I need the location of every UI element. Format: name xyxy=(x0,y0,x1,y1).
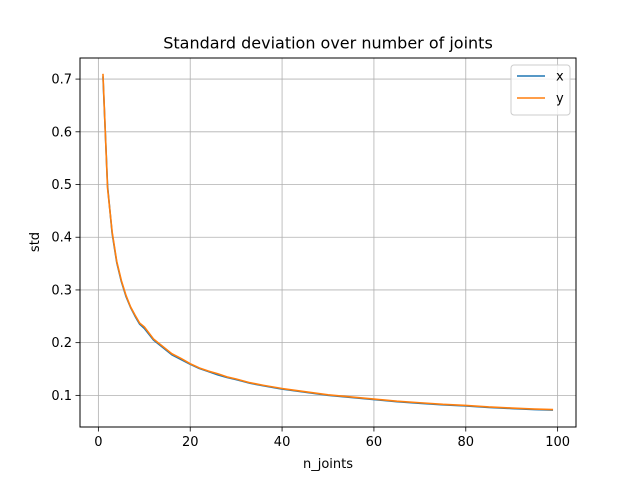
x-axis-label: n_joints xyxy=(303,457,353,472)
legend: xy xyxy=(510,64,571,116)
y-tick-label: 0.5 xyxy=(51,178,72,193)
y-tick-label: 0.7 xyxy=(51,73,72,88)
y-axis-label: std xyxy=(28,232,43,252)
y-tick-label: 0.6 xyxy=(51,125,72,140)
legend-label-y: y xyxy=(556,92,564,107)
plot-frame xyxy=(79,57,577,428)
x-tick-label: 0 xyxy=(94,435,102,450)
y-tick-label: 0.1 xyxy=(51,389,72,404)
chart-title: Standard deviation over number of joints xyxy=(163,34,493,53)
x-tick-label: 80 xyxy=(458,435,475,450)
legend-label-x: x xyxy=(556,70,564,85)
x-tick-label: 20 xyxy=(182,435,199,450)
x-axis: 0 20 40 60 80 100 xyxy=(94,427,570,450)
x-tick-label: 40 xyxy=(274,435,291,450)
y-tick-label: 0.2 xyxy=(51,336,72,351)
series-group xyxy=(102,73,554,411)
x-tick-label: 100 xyxy=(545,435,570,450)
legend-box xyxy=(510,64,571,116)
x-tick-label: 60 xyxy=(366,435,383,450)
y-tick-label: 0.3 xyxy=(51,283,72,298)
grid xyxy=(80,58,576,427)
y-axis: 0.1 0.2 0.3 0.4 0.5 0.6 0.7 xyxy=(51,73,80,404)
series-line-y xyxy=(102,73,554,411)
y-tick-label: 0.4 xyxy=(51,231,72,246)
